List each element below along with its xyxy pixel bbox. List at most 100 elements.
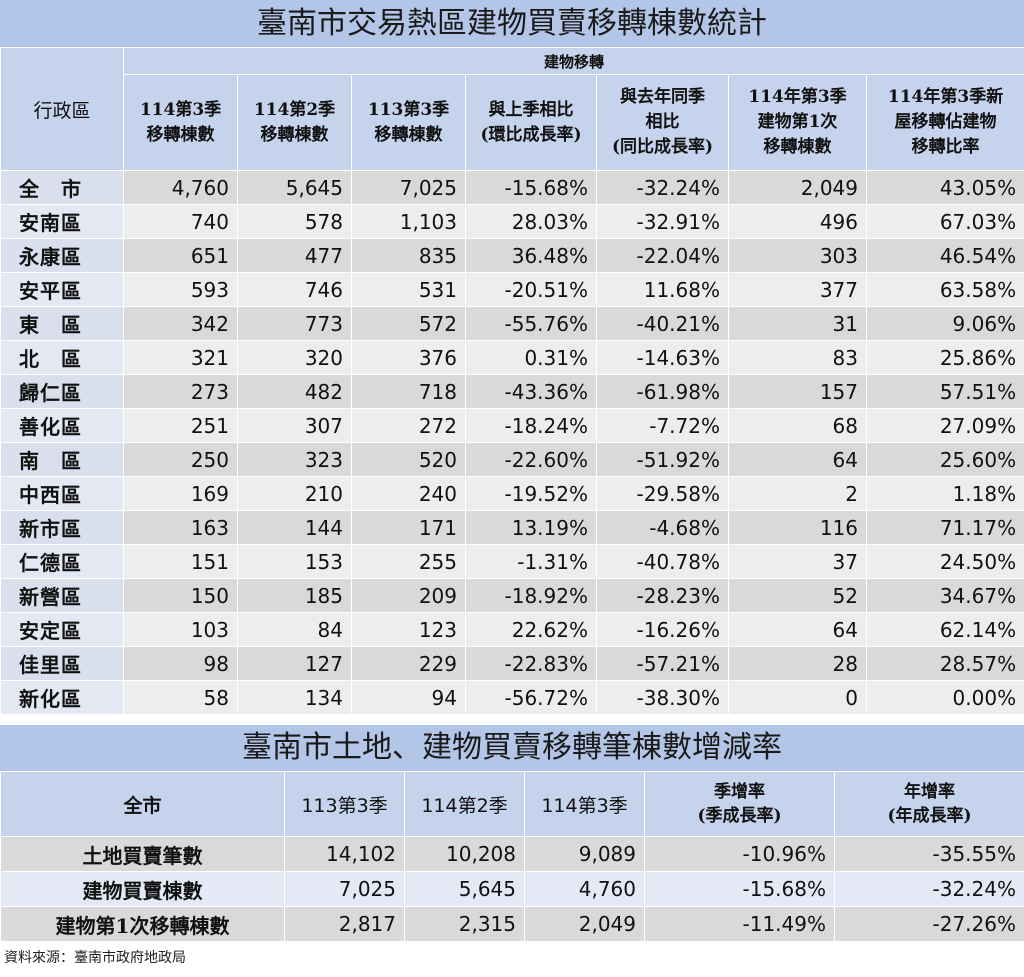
header-line: 與去年同季 <box>620 87 705 107</box>
header-line: 114年第3季 <box>748 87 847 107</box>
table-row: 新市區 163 144 171 13.19% -4.68% 116 71.17% <box>0 510 1024 545</box>
table-row: 南 區 250 323 520 -22.60% -51.92% 64 25.60% <box>0 442 1024 477</box>
group-header: 建物移轉 <box>122 47 1024 75</box>
table-cell: 251 <box>123 408 238 443</box>
table-cell: -40.21% <box>596 306 729 341</box>
table-cell: 2,817 <box>284 906 405 942</box>
table-cell: 572 <box>351 306 466 341</box>
table-cell: 64 <box>728 442 867 477</box>
table-cell: 57.51% <box>865 374 1024 409</box>
area-name: 新營區 <box>0 578 124 613</box>
table-row: 安定區 103 84 123 22.62% -16.26% 64 62.14% <box>0 612 1024 647</box>
table-cell: 1.18% <box>865 476 1024 511</box>
table-cell: -32.24% <box>834 871 1024 907</box>
table-row: 新營區 150 185 209 -18.92% -28.23% 52 34.67% <box>0 578 1024 613</box>
table-cell: 68 <box>728 408 867 443</box>
table-row: 土地買賣筆數 14,102 10,208 9,089 -10.96% -35.55% <box>0 836 1024 872</box>
table-cell: 64 <box>728 612 867 647</box>
table-row: 新化區 58 134 94 -56.72% -38.30% 0 0.00% <box>0 680 1024 715</box>
table-cell: 323 <box>237 442 352 477</box>
header-line: 年增率 <box>904 782 955 802</box>
table-cell: 98 <box>123 646 238 681</box>
table-cell: 9,089 <box>524 836 645 872</box>
column-header: 114年第3季新 屋移轉佔建物 移轉比率 <box>865 74 1024 171</box>
table-cell: -28.23% <box>596 578 729 613</box>
table-cell: 477 <box>237 238 352 273</box>
transfer-table: 行政區 建物移轉 114第3季 移轉棟數 114第2季 移轉棟數 113第3季 移轉棟數與… <box>0 47 1024 715</box>
table-cell: 11.68% <box>596 272 729 307</box>
table-row: 建物第1次移轉棟數 2,817 2,315 2,049 -11.49% -27.26% <box>0 906 1024 942</box>
table-cell: 24.50% <box>865 544 1024 579</box>
table-row: 歸仁區 273 482 718 -43.36% -61.98% 157 57.51% <box>0 374 1024 409</box>
table-cell: -22.04% <box>596 238 729 273</box>
header-line: 114第2季 <box>253 99 336 120</box>
header-line: 移轉棟數 <box>763 137 832 157</box>
table-cell: 1,103 <box>351 204 466 239</box>
table-cell: 52 <box>728 578 867 613</box>
table-cell: -19.52% <box>465 476 597 511</box>
table-cell: 651 <box>123 238 238 273</box>
table-cell: 4,760 <box>524 871 645 907</box>
header-line: 移轉棟數 <box>374 124 443 145</box>
table-cell: 150 <box>123 578 238 613</box>
table-row: 東 區 342 773 572 -55.76% -40.21% 31 9.06% <box>0 306 1024 341</box>
table-cell: -15.68% <box>644 871 835 907</box>
table-cell: -15.68% <box>465 170 597 205</box>
table-cell: -55.76% <box>465 306 597 341</box>
table-cell: -29.58% <box>596 476 729 511</box>
table-cell: 209 <box>351 578 466 613</box>
table-cell: 63.58% <box>865 272 1024 307</box>
table-cell: 342 <box>123 306 238 341</box>
table-cell: 2,049 <box>728 170 867 205</box>
table-cell: 272 <box>351 408 466 443</box>
table-cell: 28.03% <box>465 204 597 239</box>
table-cell: -22.83% <box>465 646 597 681</box>
area-name: 新市區 <box>0 510 124 545</box>
table-cell: -11.49% <box>644 906 835 942</box>
column-header: 114第2季 移轉棟數 <box>237 74 352 171</box>
column-header: 114第3季 移轉棟數 <box>123 74 238 171</box>
header-line: (環比成長率) <box>480 124 582 145</box>
table-cell: 83 <box>728 340 867 375</box>
table-cell: 496 <box>728 204 867 239</box>
table-cell: 4,760 <box>123 170 238 205</box>
header-line: 相比 <box>645 112 680 132</box>
column-header: 季增率 (季成長率) <box>644 771 835 837</box>
table-cell: 103 <box>123 612 238 647</box>
row-label: 建物第1次移轉棟數 <box>0 906 285 942</box>
table-row: 永康區 651 477 835 36.48% -22.04% 303 46.54% <box>0 238 1024 273</box>
table-cell: 229 <box>351 646 466 681</box>
table-cell: 307 <box>237 408 352 443</box>
table-cell: 273 <box>123 374 238 409</box>
table-cell: -20.51% <box>465 272 597 307</box>
table-cell: 34.67% <box>865 578 1024 613</box>
table-cell: 25.60% <box>865 442 1024 477</box>
header-line: 移轉棟數 <box>260 124 329 145</box>
header-line: 與上季相比 <box>488 99 574 120</box>
table-cell: 67.03% <box>865 204 1024 239</box>
column-headers: 114第3季 移轉棟數 114第2季 移轉棟數 113第3季 移轉棟數 與上季相比 (環比成長… <box>1 74 1024 171</box>
column-header: 年增率 (年成長率) <box>834 771 1024 837</box>
table-cell: 320 <box>237 340 352 375</box>
table-cell: 27.09% <box>865 408 1024 443</box>
table-cell: 0.31% <box>465 340 597 375</box>
table-cell: 835 <box>351 238 466 273</box>
area-header: 行政區 <box>0 47 124 171</box>
table-cell: -32.91% <box>596 204 729 239</box>
table-cell: -4.68% <box>596 510 729 545</box>
table-cell: -35.55% <box>834 836 1024 872</box>
table-cell: 10,208 <box>404 836 525 872</box>
header-line: 建物第1次 <box>757 112 838 132</box>
header-line: (同比成長率) <box>611 137 714 157</box>
table-cell: -43.36% <box>465 374 597 409</box>
table-cell: 116 <box>728 510 867 545</box>
table-cell: 482 <box>237 374 352 409</box>
column-header: 113第3季 移轉棟數 <box>351 74 466 171</box>
header-line: 季增率 <box>714 782 765 802</box>
growth-header-row: 全市 113第3季 114第2季 114第3季 季增率 (季成長率) 年增率 (年成長率) <box>0 771 1024 837</box>
table-cell: 185 <box>237 578 352 613</box>
table-cell: 14,102 <box>284 836 405 872</box>
table-cell: 255 <box>351 544 466 579</box>
table-cell: 62.14% <box>865 612 1024 647</box>
table-row: 安平區 593 746 531 -20.51% 11.68% 377 63.58% <box>0 272 1024 307</box>
